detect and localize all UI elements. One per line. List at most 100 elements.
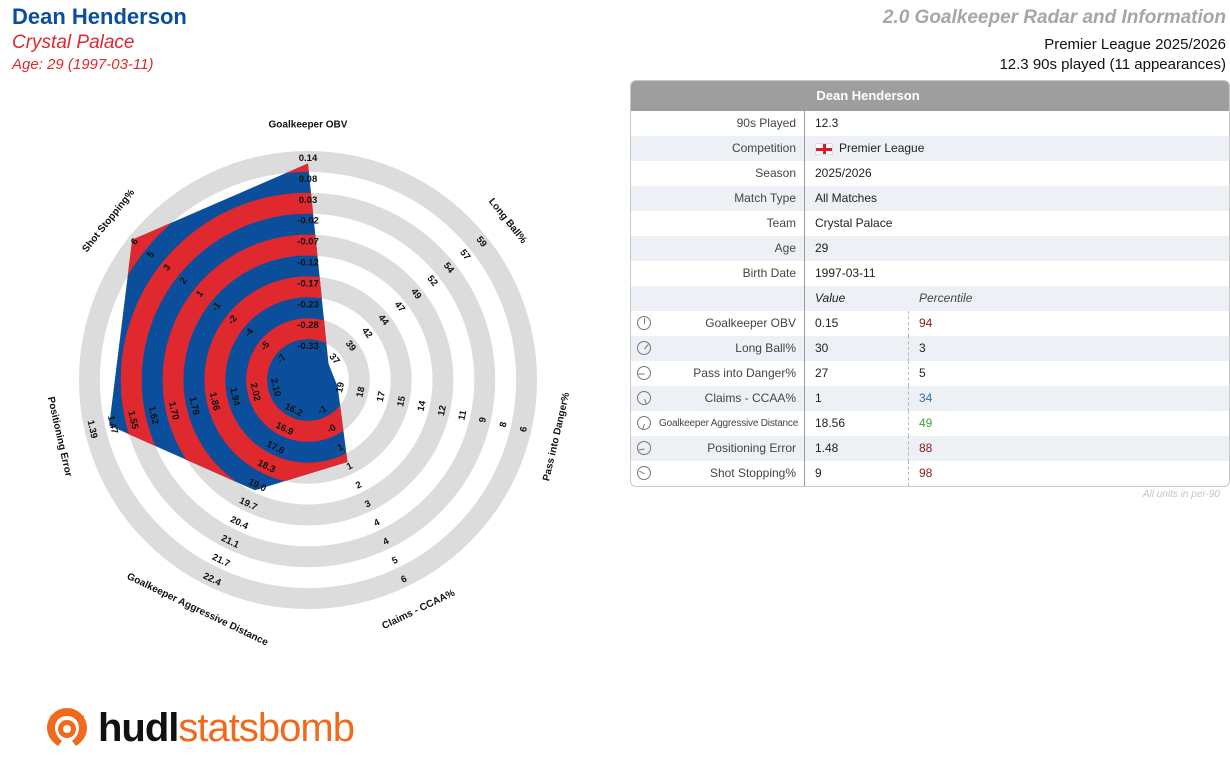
radar-axis-label: Goalkeeper OBV <box>269 120 348 131</box>
metric-label: Positioning Error <box>659 436 805 461</box>
info-row-value-text: All Matches <box>815 191 878 205</box>
radar-tick-label: 1.55 <box>125 410 140 431</box>
radar-tick-label: 17 <box>375 390 388 403</box>
radar-axis-label: Pass into Danger% <box>541 391 572 482</box>
gauge-icon <box>637 341 651 355</box>
metric-percentile: 98 <box>919 466 933 480</box>
radar-tick-label: 3 <box>162 262 174 273</box>
radar-tick-label: 1.39 <box>85 419 100 439</box>
info-row: 90s Played 12.3 <box>631 111 1229 136</box>
info-row-value: All Matches <box>805 186 877 211</box>
metric-row: Positioning Error 1.48 88 <box>631 436 1229 461</box>
radar-tick-label: 9 <box>477 416 489 424</box>
radar-tick-label: 1.94 <box>227 386 242 407</box>
metric-value: 18.56 <box>805 411 909 436</box>
radar-fill-band <box>120 192 348 491</box>
radar-tick-label: 2 <box>354 479 364 491</box>
radar-tick-label: 1 <box>336 441 346 454</box>
radar-tick-label: -0.17 <box>297 278 319 289</box>
info-row: Match Type All Matches <box>631 186 1229 211</box>
gauge-icon <box>637 441 651 455</box>
gauge-icon <box>637 316 651 330</box>
info-row: Team Crystal Palace <box>631 211 1229 236</box>
metric-label: Shot Stopping% <box>659 461 805 486</box>
radar-fill-band <box>246 318 348 442</box>
col-head-percentile: Percentile <box>919 291 973 305</box>
info-row-label: 90s Played <box>631 111 805 136</box>
metric-row: Pass into Danger% 27 5 <box>631 361 1229 386</box>
metric-value: 1 <box>805 386 909 411</box>
metric-label: Claims - CCAA% <box>659 386 805 411</box>
metric-icon-cell <box>631 436 659 461</box>
radar-tick-label: 1 <box>345 460 355 473</box>
report-title: 2.0 Goalkeeper Radar and Information <box>882 7 1226 28</box>
metric-row: Shot Stopping% 9 98 <box>631 461 1229 486</box>
radar-tick-label: 11 <box>456 408 469 421</box>
radar-tick-label: 5 <box>390 554 400 567</box>
info-row-label: Match Type <box>631 186 805 211</box>
info-row: Age 29 <box>631 236 1229 261</box>
radar-tick-label: 0.14 <box>299 153 318 164</box>
units-footnote: All units in per-90 <box>1142 489 1220 500</box>
info-table-header: Dean Henderson <box>631 81 1229 111</box>
metric-value: 9 <box>805 461 909 486</box>
metric-label: Long Ball% <box>659 336 805 361</box>
radar-tick-label: 14 <box>416 399 429 412</box>
age-line: Age: 29 (1997-03-11) <box>12 56 154 73</box>
info-row-value-text: 12.3 <box>815 116 839 130</box>
radar-fill-band <box>162 234 348 491</box>
metric-percentile: 49 <box>919 416 933 430</box>
radar-tick-label: 6 <box>518 425 530 433</box>
metric-label: Pass into Danger% <box>659 361 805 386</box>
gauge-icon <box>637 466 651 480</box>
played-line: 12.3 90s played (11 appearances) <box>999 56 1226 73</box>
team-name: Crystal Palace <box>12 32 135 53</box>
hudl-logo-icon <box>47 708 87 746</box>
info-row-value: 12.3 <box>805 111 838 136</box>
radar-tick-label: 18 <box>354 386 367 399</box>
radar-tick-label: 6 <box>399 574 409 586</box>
metrics-column-header: Value Percentile <box>631 286 1229 311</box>
info-row-value-text: 2025/2026 <box>815 166 872 180</box>
radar-tick-label: 1 <box>194 288 206 300</box>
radar-tick-label: 1.78 <box>186 396 201 416</box>
radar-tick-label: 1.62 <box>146 405 161 425</box>
radar-tick-label: 15 <box>395 394 408 407</box>
info-row-value-text: 1997-03-11 <box>815 266 876 280</box>
metric-value: 27 <box>805 361 909 386</box>
radar-tick-label: 2 <box>178 276 190 287</box>
radar-tick-label: 42 <box>359 326 374 341</box>
info-panel: Dean Henderson 90s Played 12.3 Competition… <box>630 80 1230 487</box>
metric-row: Goalkeeper Aggressive Distance 18.56 49 <box>631 411 1229 436</box>
radar-tick-label: -0.07 <box>297 237 319 248</box>
radar-ring <box>78 150 538 610</box>
radar-tick-label: 0.08 <box>299 174 318 185</box>
metric-icon-cell <box>631 461 659 486</box>
metric-percentile: 94 <box>919 316 933 330</box>
radar-tick-label: 5 <box>145 249 157 261</box>
info-row: Competition Premier League <box>631 136 1229 161</box>
radar-tick-label: -0.28 <box>297 320 319 331</box>
info-row-label: Competition <box>631 136 805 161</box>
radar-tick-label: 4 <box>372 517 382 530</box>
info-row-value-text: 29 <box>815 241 829 255</box>
radar-centre <box>288 360 328 400</box>
radar-tick-label: 4 <box>381 536 391 549</box>
info-row: Birth Date 1997-03-11 <box>631 261 1229 286</box>
info-row-value: 29 <box>805 236 828 261</box>
metric-row: Claims - CCAA% 1 34 <box>631 386 1229 411</box>
info-row-label: Team <box>631 211 805 236</box>
radar-tick-label: 3 <box>363 498 373 510</box>
gauge-icon <box>637 391 651 405</box>
metric-icon-cell <box>631 361 659 386</box>
info-row-value: 2025/2026 <box>805 161 872 186</box>
radar-tick-label: 2.02 <box>248 382 263 402</box>
player-name: Dean Henderson <box>12 4 187 29</box>
radar-axis-label: Long Ball% <box>486 196 529 245</box>
info-rows: 90s Played 12.3 Competition Premier League S… <box>631 111 1229 486</box>
competition-line: Premier League 2025/2026 <box>1044 36 1226 53</box>
metric-percentile: 3 <box>919 341 926 355</box>
metric-value: 30 <box>805 336 909 361</box>
metric-percentile: 34 <box>919 391 933 405</box>
metric-percentile: 88 <box>919 441 933 455</box>
